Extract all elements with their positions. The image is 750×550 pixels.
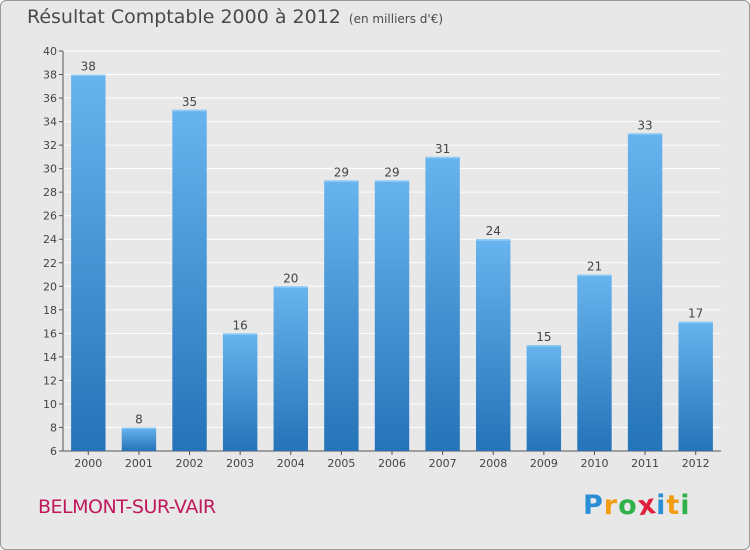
x-tick-label: 2004 <box>277 457 305 470</box>
logo-letter: r <box>603 490 619 521</box>
x-tick-label: 2002 <box>176 457 204 470</box>
bar-top-edge <box>374 180 410 182</box>
y-tick-label: 16 <box>43 327 57 340</box>
bar-value-label: 29 <box>334 165 349 179</box>
bar-2012 <box>678 321 713 451</box>
y-tick-label: 32 <box>43 139 57 152</box>
commune-name: BELMONT-SUR-VAIR <box>38 496 216 518</box>
chart-title-text: Résultat Comptable 2000 à 2012 <box>27 6 341 28</box>
bar-2005 <box>324 180 359 452</box>
y-tick-label: 26 <box>43 210 57 223</box>
y-tick-label: 28 <box>43 186 57 199</box>
y-tick-label: 8 <box>50 421 57 434</box>
bar-value-label: 17 <box>688 307 703 321</box>
y-tick-label: 12 <box>43 374 57 387</box>
bar-top-edge <box>627 133 663 135</box>
logo-letter: i <box>680 490 691 521</box>
bar-2010 <box>577 274 612 451</box>
bar-value-label: 21 <box>587 260 602 274</box>
bar-top-edge <box>425 156 460 159</box>
y-tick-label: 22 <box>43 257 57 270</box>
bar-2002 <box>172 109 207 451</box>
bar-2008 <box>476 239 511 451</box>
bar-top-edge <box>172 109 207 112</box>
bar-2006 <box>374 180 410 452</box>
bar-value-label: 8 <box>135 412 143 426</box>
x-tick-label: 2006 <box>378 457 406 470</box>
bars <box>71 74 713 452</box>
bar-top-edge <box>324 180 359 182</box>
logo-letter: i <box>656 490 667 521</box>
x-tick-label: 2008 <box>479 457 507 470</box>
logo-letter: t <box>666 490 681 521</box>
x-tick-label: 2003 <box>226 457 254 470</box>
y-tick-label: 18 <box>43 304 57 317</box>
y-tick-label: 6 <box>50 445 57 458</box>
y-tick-label: 14 <box>43 351 57 364</box>
bar-2000 <box>71 74 106 451</box>
bar-top-edge <box>71 74 106 77</box>
y-tick-label: 38 <box>43 69 57 82</box>
bar-value-label: 15 <box>536 330 551 344</box>
y-tick-label: 10 <box>43 398 57 411</box>
bar-top-edge <box>526 345 562 347</box>
x-tick-label: 2001 <box>125 457 153 470</box>
bar-value-label: 38 <box>81 60 96 74</box>
bar-value-label: 16 <box>233 318 248 332</box>
y-tick-label: 40 <box>43 45 57 58</box>
chart-unit: (en milliers d'€) <box>348 12 444 26</box>
y-tick-label: 36 <box>43 92 57 105</box>
y-tick-label: 24 <box>43 233 57 246</box>
bar-value-label: 20 <box>283 271 298 285</box>
bar-2007 <box>425 156 460 451</box>
x-tick-label: 2012 <box>682 457 710 470</box>
chart-title: Résultat Comptable 2000 à 2012 (en millie… <box>27 6 443 28</box>
logo-letter: x <box>635 488 659 523</box>
bar-value-label: 31 <box>435 142 450 156</box>
y-tick-label: 30 <box>43 163 57 176</box>
y-tick-label: 34 <box>43 116 57 129</box>
x-tick-label: 2009 <box>530 457 558 470</box>
y-tick-label: 20 <box>43 280 57 293</box>
bar-2004 <box>273 286 308 451</box>
bar-value-label: 24 <box>486 224 501 238</box>
x-tick-label: 2010 <box>580 457 608 470</box>
bar-top-edge <box>577 274 612 277</box>
proxiti-logo: Proxiti <box>583 488 691 523</box>
x-tick-label: 2000 <box>74 457 102 470</box>
bar-value-label: 35 <box>182 95 197 109</box>
x-tick-label: 2007 <box>429 457 457 470</box>
bar-2009 <box>526 345 562 451</box>
bar-2003 <box>222 333 258 451</box>
bar-value-label: 29 <box>384 165 399 179</box>
bar-value-label: 33 <box>637 118 652 132</box>
bar-top-edge <box>121 427 157 429</box>
bar-2011 <box>627 133 663 451</box>
bar-2001 <box>121 427 157 451</box>
x-tick-label: 2011 <box>631 457 659 470</box>
logo-letter: P <box>583 490 604 521</box>
x-tick-label: 2005 <box>327 457 355 470</box>
bar-top-edge <box>222 333 258 335</box>
labels: 38 8 35 16 20 29 29 31 24 15 21 33 17 <box>81 60 704 427</box>
bar-top-edge <box>476 239 511 241</box>
bar-top-edge <box>273 286 308 288</box>
bar-top-edge <box>678 321 713 324</box>
logo-letter: o <box>618 490 638 521</box>
axes: 6 8 10 12 14 16 18 20 22 24 26 28 30 32 34 36 38 40 2000 20… <box>43 45 721 470</box>
